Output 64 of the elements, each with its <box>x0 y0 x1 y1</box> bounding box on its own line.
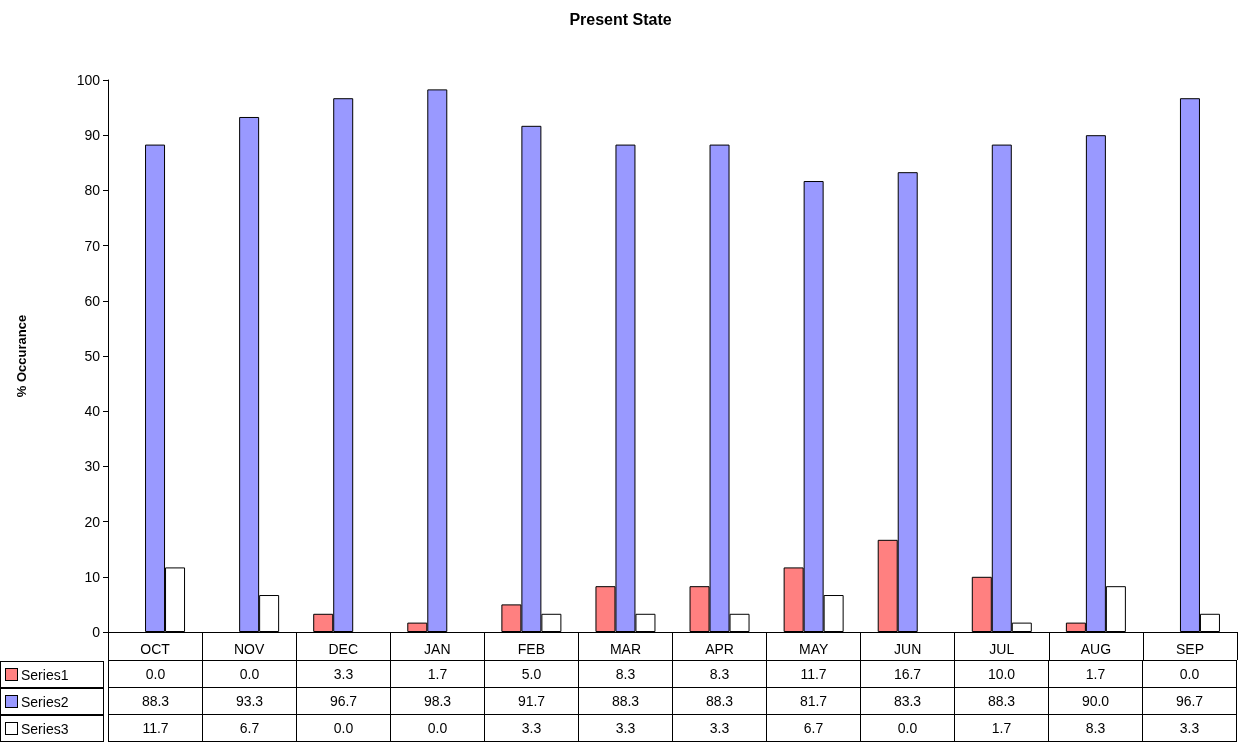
y-tick-label: 20 <box>84 513 101 530</box>
data-label: 8.3 <box>672 660 767 688</box>
data-label: 0.0 <box>202 660 297 688</box>
data-label: 1.7 <box>1048 660 1143 688</box>
y-axis-title: % Occurance <box>14 314 29 398</box>
x-tick-label: AUG <box>1080 641 1112 657</box>
x-tick-label: NOV <box>233 641 265 657</box>
data-label: 91.7 <box>484 687 579 715</box>
data-label: 90.0 <box>1048 687 1143 715</box>
data-label: 6.7 <box>766 714 861 742</box>
data-label: 0.0 <box>1142 660 1237 688</box>
data-label: 3.3 <box>578 714 673 742</box>
y-tick-label: 90 <box>84 127 101 144</box>
data-label: 83.3 <box>860 687 955 715</box>
data-label: 3.3 <box>296 660 391 688</box>
data-label: 8.3 <box>1048 714 1143 742</box>
data-label: 11.7 <box>108 714 203 742</box>
x-tick-label: JAN <box>424 641 451 657</box>
x-tick-label: DEC <box>328 641 358 657</box>
data-label: 3.3 <box>672 714 767 742</box>
data-label: 5.0 <box>484 660 579 688</box>
data-label: 0.0 <box>296 714 391 742</box>
x-tick-label: JUN <box>894 641 922 657</box>
data-label: 88.3 <box>954 687 1049 715</box>
x-tick-label: JUL <box>989 641 1015 657</box>
y-tick-label: 70 <box>84 237 101 254</box>
data-label: 96.7 <box>1142 687 1237 715</box>
y-tick-label: 60 <box>84 292 101 309</box>
y-tick-label: 30 <box>84 458 101 475</box>
data-label: 0.0 <box>860 714 955 742</box>
chart-title: Present State <box>569 10 672 28</box>
x-tick-label: SEP <box>1175 641 1204 657</box>
legend-label: Series3 <box>0 714 104 742</box>
data-label: 1.7 <box>390 660 485 688</box>
data-label: 88.3 <box>578 687 673 715</box>
data-label: 3.3 <box>484 714 579 742</box>
data-label: 0.0 <box>108 660 203 688</box>
legend-label: Series1 <box>0 660 104 688</box>
data-label: 1.7 <box>954 714 1049 742</box>
data-label: 6.7 <box>202 714 297 742</box>
data-label: 16.7 <box>860 660 955 688</box>
y-tick-label: 40 <box>84 403 101 420</box>
x-tick-label: MAR <box>609 641 642 657</box>
data-label: 88.3 <box>108 687 203 715</box>
y-tick-label: 50 <box>84 348 101 364</box>
data-label: 3.3 <box>1142 714 1237 742</box>
x-tick-label: APR <box>705 641 734 657</box>
data-label: 11.7 <box>766 660 861 688</box>
y-tick-label: 100 <box>76 72 101 88</box>
data-label: 81.7 <box>766 687 861 715</box>
x-tick-label: OCT <box>140 641 171 657</box>
data-label: 98.3 <box>390 687 485 715</box>
data-label: 8.3 <box>578 660 673 688</box>
data-label: 96.7 <box>296 687 391 715</box>
y-tick-label: 0 <box>92 624 101 640</box>
legend-label: Series2 <box>0 687 104 715</box>
x-tick-label: MAY <box>798 641 829 657</box>
data-label: 10.0 <box>954 660 1049 688</box>
y-tick-label: 10 <box>84 568 101 585</box>
data-label: 0.0 <box>390 714 485 742</box>
y-tick-label: 80 <box>84 182 101 199</box>
data-label: 93.3 <box>202 687 297 715</box>
data-label: 88.3 <box>672 687 767 715</box>
x-tick-label: FEB <box>517 641 545 657</box>
